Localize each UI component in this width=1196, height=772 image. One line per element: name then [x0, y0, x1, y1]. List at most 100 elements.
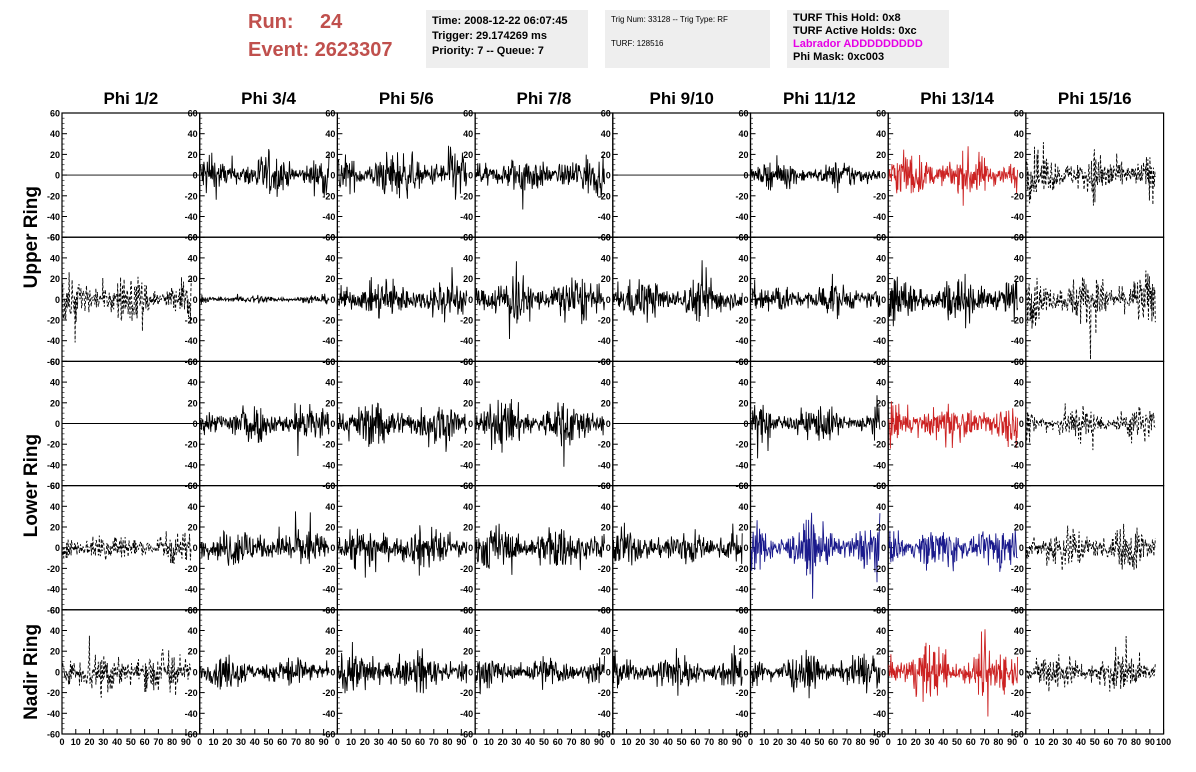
x-tick-label: 40 — [938, 737, 948, 747]
y-tick-label: 20 — [738, 523, 748, 533]
column-title-2: Phi 3/4 — [241, 89, 296, 108]
x-tick-label: 30 — [787, 737, 797, 747]
y-tick-label: -20 — [185, 564, 198, 574]
y-tick-label: 0 — [743, 171, 748, 181]
x-tick-label: 40 — [1076, 737, 1086, 747]
y-tick-label: 20 — [188, 398, 198, 408]
y-tick-label: 60 — [325, 109, 335, 119]
y-tick-label: 20 — [325, 150, 335, 160]
y-tick-label: -20 — [598, 564, 611, 574]
y-tick-label: -40 — [873, 336, 886, 346]
y-tick-label: -60 — [460, 730, 473, 740]
y-tick-label: -20 — [735, 316, 748, 326]
y-tick-label: -20 — [322, 564, 335, 574]
x-tick-label: 80 — [1131, 737, 1141, 747]
y-tick-label: 0 — [743, 543, 748, 553]
y-tick-label: 40 — [738, 129, 748, 139]
x-tick-label: 60 — [415, 737, 425, 747]
waveform-r2-c6 — [751, 274, 880, 319]
ring-label-3: Nadir Ring — [21, 624, 42, 720]
y-tick-label: 20 — [325, 647, 335, 657]
y-tick-label: 40 — [463, 378, 473, 388]
x-tick-label: 60 — [553, 737, 563, 747]
y-tick-label: -20 — [1011, 688, 1024, 698]
y-tick-label: -20 — [598, 688, 611, 698]
y-tick-label: -40 — [185, 585, 198, 595]
y-tick-label: 40 — [50, 129, 60, 139]
y-tick-label: 60 — [188, 605, 198, 615]
y-tick-label: 20 — [325, 274, 335, 284]
y-tick-label: 0 — [330, 543, 335, 553]
y-tick-label: 20 — [188, 274, 198, 284]
y-tick-label: 60 — [1014, 109, 1024, 119]
y-tick-label: -20 — [322, 688, 335, 698]
y-tick-label: -20 — [1011, 564, 1024, 574]
x-tick-label: 80 — [443, 737, 453, 747]
waveform-r2-c2 — [200, 294, 329, 305]
waveform-r5-c3 — [338, 642, 467, 693]
y-tick-label: 40 — [738, 626, 748, 636]
y-tick-label: 20 — [738, 150, 748, 160]
column-title-3: Phi 5/6 — [379, 89, 434, 108]
y-tick-label: 40 — [601, 129, 611, 139]
y-tick-label: 40 — [463, 502, 473, 512]
y-tick-label: -20 — [1011, 191, 1024, 201]
x-tick-label: 70 — [980, 737, 990, 747]
y-tick-label: 0 — [881, 419, 886, 429]
waveform-r1-c6 — [751, 155, 880, 193]
waveform-r4-c6 — [751, 513, 880, 599]
y-tick-label: 0 — [743, 295, 748, 305]
waveform-r2-c7 — [889, 274, 1018, 328]
y-tick-label: 20 — [188, 150, 198, 160]
y-tick-label: 20 — [876, 523, 886, 533]
x-tick-label: 10 — [622, 737, 632, 747]
waveform-r2-c1 — [63, 272, 192, 342]
waveform-r3-c8 — [1027, 403, 1156, 450]
x-tick-label: 30 — [98, 737, 108, 747]
y-tick-label: 60 — [463, 109, 473, 119]
waveform-r2-c3 — [338, 267, 467, 322]
y-tick-label: -20 — [1011, 316, 1024, 326]
y-tick-label: 20 — [325, 523, 335, 533]
y-tick-label: -20 — [185, 688, 198, 698]
y-tick-label: 60 — [325, 233, 335, 243]
y-tick-label: 40 — [1014, 378, 1024, 388]
y-tick-label: -40 — [322, 709, 335, 719]
waveform-r5-c8 — [1027, 636, 1156, 692]
waveform-r3-c4 — [476, 399, 605, 467]
x-tick-label: 10 — [897, 737, 907, 747]
x-tick-label: 70 — [1117, 737, 1127, 747]
y-tick-label: -20 — [47, 688, 60, 698]
y-tick-label: -60 — [873, 730, 886, 740]
column-title-8: Phi 15/16 — [1058, 89, 1132, 108]
y-tick-label: -20 — [460, 564, 473, 574]
column-title-1: Phi 1/2 — [103, 89, 158, 108]
y-tick-label: 0 — [193, 419, 198, 429]
x-tick-label: 40 — [112, 737, 122, 747]
waveform-r3-c2 — [200, 403, 329, 456]
y-tick-label: 0 — [55, 171, 60, 181]
y-tick-label: 0 — [55, 295, 60, 305]
x-tick-label: 80 — [305, 737, 315, 747]
y-tick-label: 60 — [1014, 605, 1024, 615]
y-tick-label: 60 — [601, 233, 611, 243]
y-tick-label: 60 — [876, 109, 886, 119]
y-tick-label: 60 — [50, 233, 60, 243]
y-tick-label: -20 — [460, 191, 473, 201]
waveform-r4-c7 — [889, 530, 1018, 572]
x-tick-label: 0 — [1023, 737, 1028, 747]
y-tick-label: 40 — [738, 253, 748, 263]
y-tick-label: -40 — [47, 460, 60, 470]
y-tick-label: -20 — [873, 316, 886, 326]
y-tick-label: 60 — [601, 605, 611, 615]
y-tick-label: 60 — [1014, 233, 1024, 243]
y-tick-label: -60 — [322, 730, 335, 740]
y-tick-label: -60 — [1011, 730, 1024, 740]
y-tick-label: -20 — [735, 688, 748, 698]
y-tick-label: -40 — [598, 336, 611, 346]
x-tick-label: 80 — [580, 737, 590, 747]
y-tick-label: 0 — [468, 295, 473, 305]
y-tick-label: -40 — [185, 336, 198, 346]
y-tick-label: 60 — [463, 357, 473, 367]
x-tick-label: 50 — [539, 737, 549, 747]
